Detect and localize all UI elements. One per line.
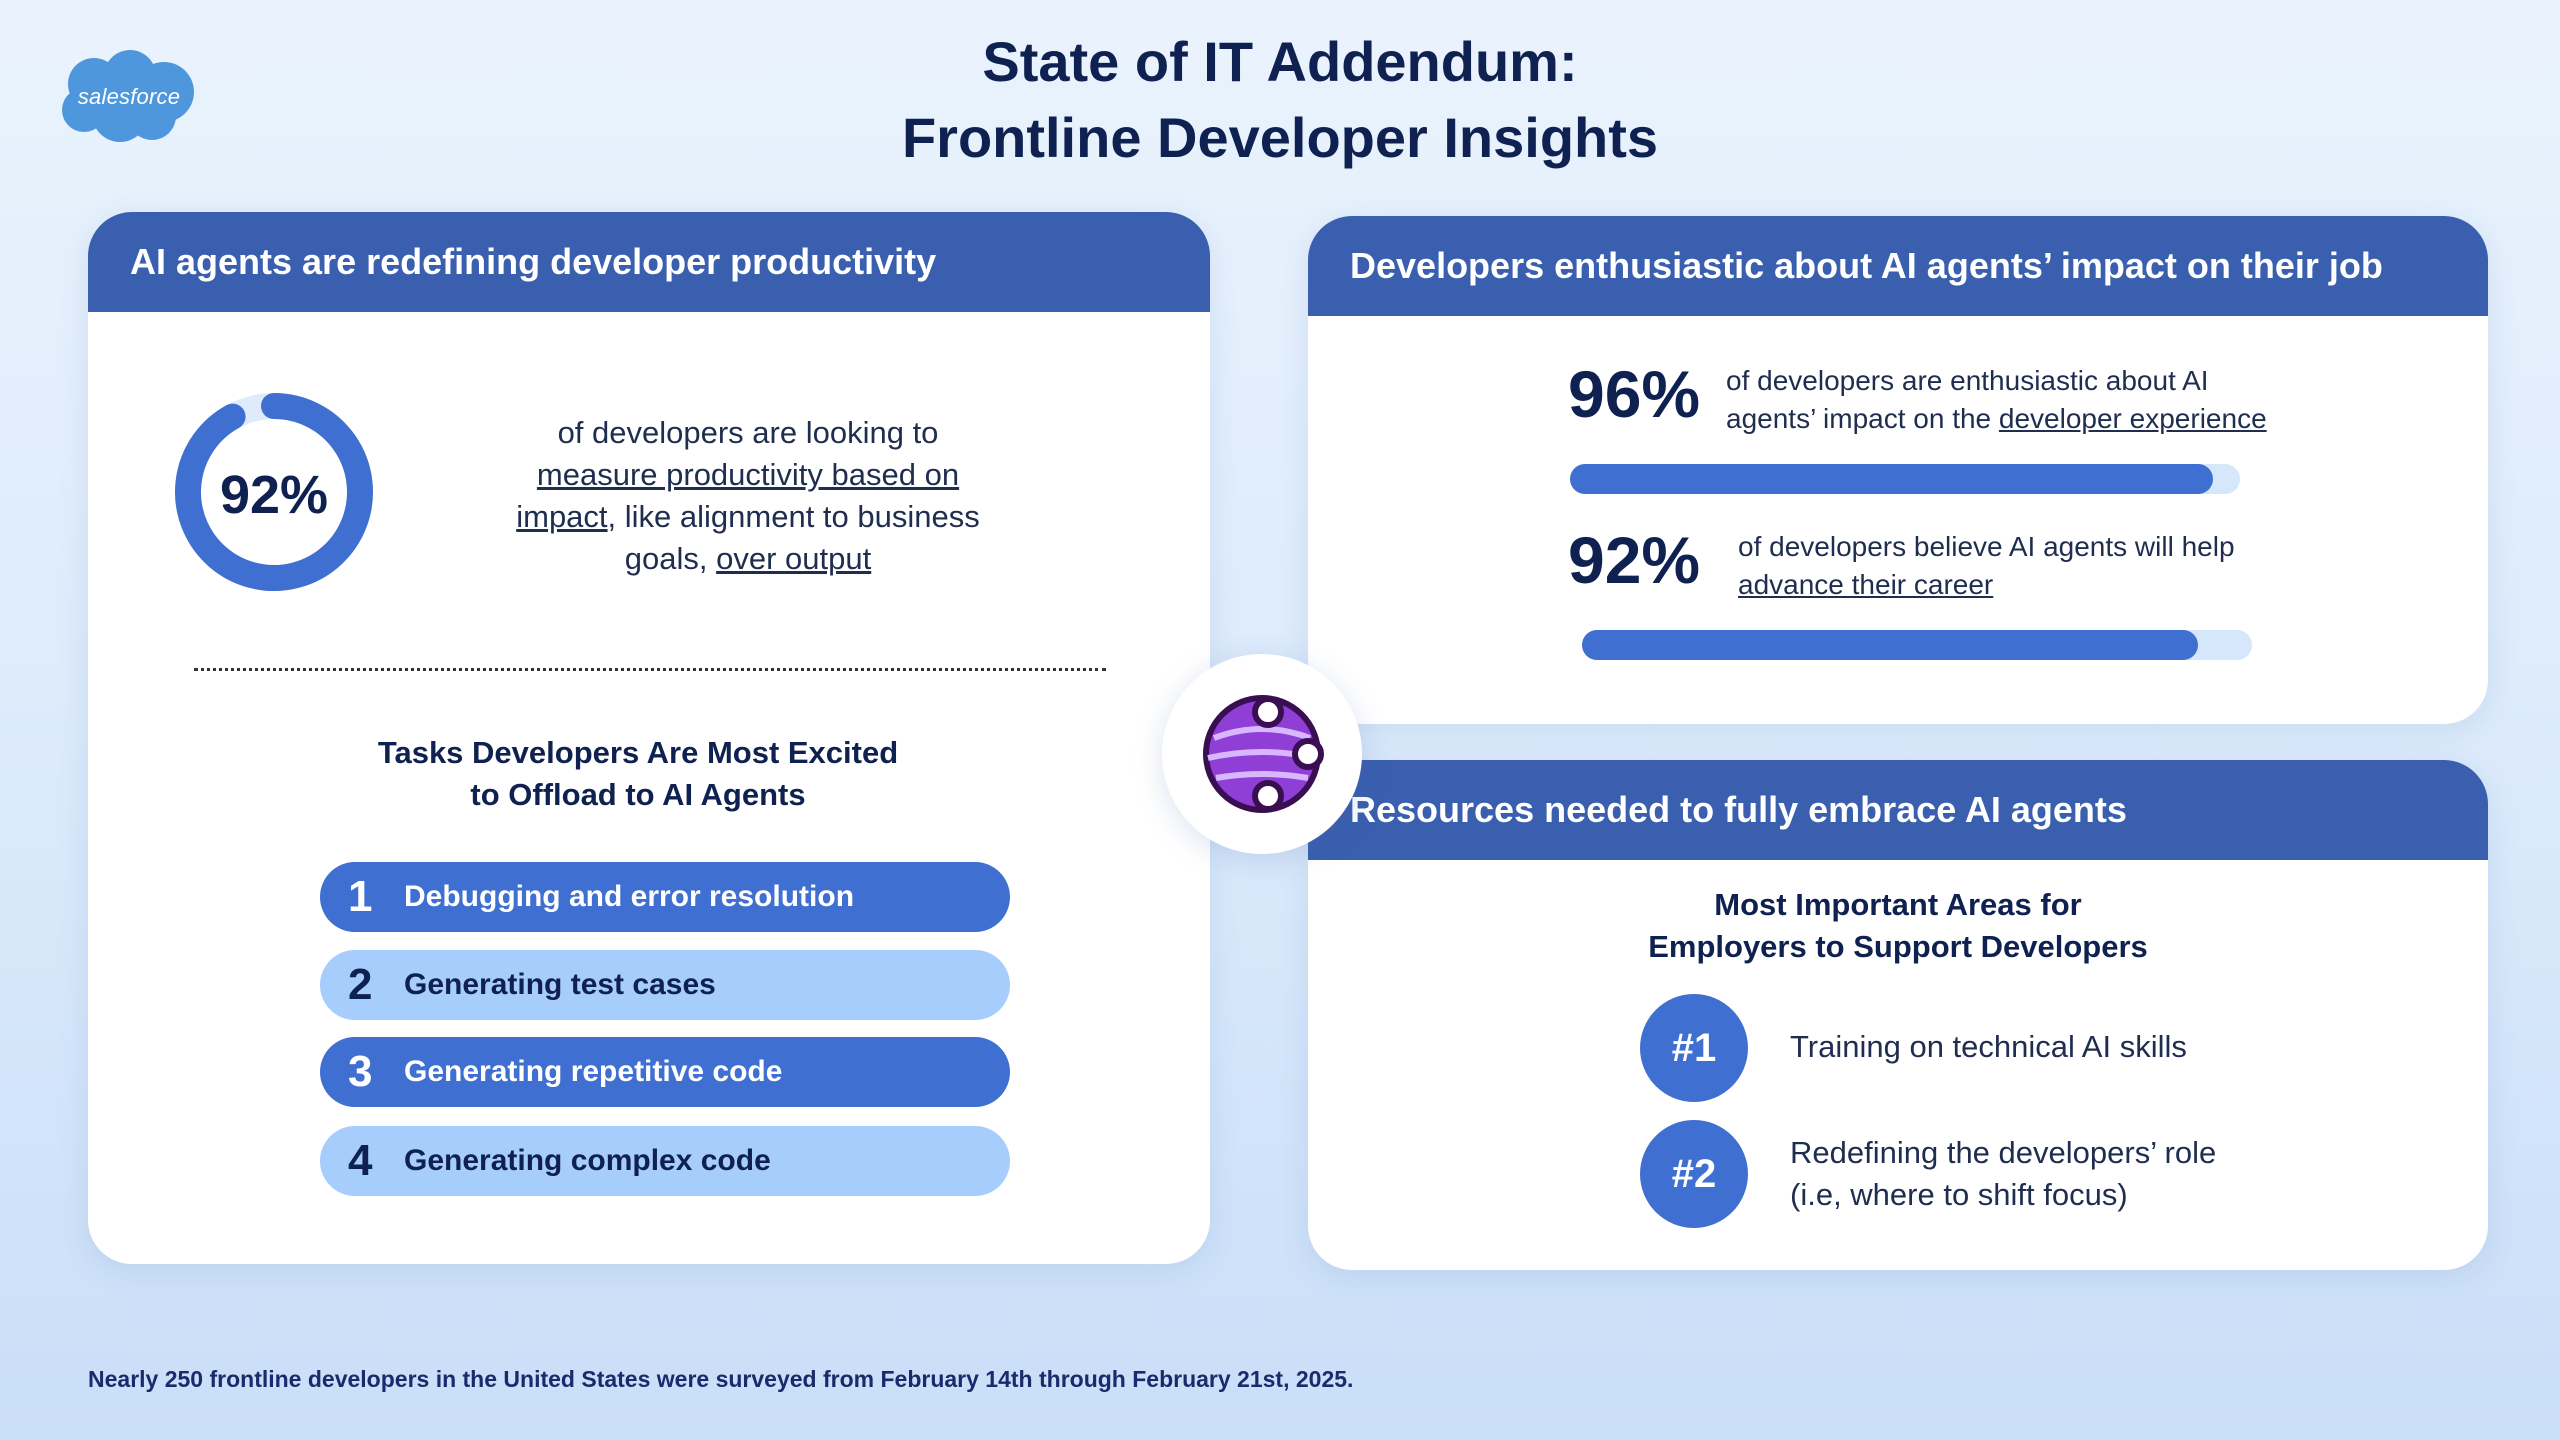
stat-2-line-1: of developers believe AI agents will hel… — [1738, 531, 2235, 562]
desc-line-3: impact, like alignment to business — [488, 496, 1008, 538]
salesforce-logo: salesforce — [60, 48, 198, 148]
stat-2-text: of developers believe AI agents will hel… — [1738, 528, 2235, 604]
stat-1-line-2-a: agents’ impact on the — [1726, 403, 1999, 434]
desc-line-3-underlined: impact — [516, 499, 608, 534]
ai-agent-icon — [1203, 695, 1324, 813]
rank-2-line-1: Redefining the developers’ role — [1790, 1135, 2217, 1170]
stat-2-bar — [1582, 630, 2252, 660]
task-number: 1 — [348, 872, 373, 921]
stat-2-percent: 92% — [1568, 523, 1701, 597]
task-item-2: 2 Generating test cases — [320, 950, 1010, 1020]
donut-arc — [175, 393, 373, 591]
desc-line-4: goals, over output — [488, 538, 1008, 580]
rank-2-badge: #2 — [1640, 1120, 1748, 1228]
task-item-1: 1 Debugging and error resolution — [320, 862, 1010, 932]
stat-1-bar — [1570, 464, 2240, 494]
enthusiasm-card: Developers enthusiastic about AI agents’… — [1308, 216, 2488, 724]
stat-2-bar-fill — [1582, 630, 2199, 660]
stat-2-line-2: advance their career — [1738, 566, 2235, 604]
rank-1-badge: #1 — [1640, 994, 1748, 1102]
desc-line-2: measure productivity based on — [536, 457, 960, 492]
stat-1-line-2: agents’ impact on the developer experien… — [1726, 400, 2267, 438]
desc-line-1: of developers are looking to — [557, 415, 939, 450]
rank-1-text: Training on technical AI skills — [1790, 1026, 2187, 1068]
tasks-title-line-2: to Offload to AI Agents — [470, 777, 806, 812]
areas-title-line-1: Most Important Areas for — [1714, 887, 2082, 922]
stat-1-bar-fill — [1570, 464, 2214, 494]
task-label: Generating repetitive code — [404, 1055, 783, 1088]
dotted-divider — [194, 668, 1106, 671]
task-number: 4 — [348, 1136, 373, 1185]
rank-1-line-1: Training on technical AI skills — [1790, 1029, 2187, 1064]
task-item-4: 4 Generating complex code — [320, 1126, 1010, 1196]
stat-2-line-2-underlined: advance their career — [1738, 569, 1994, 600]
logo-text: salesforce — [77, 84, 181, 109]
task-number: 3 — [348, 1047, 373, 1096]
tasks-title-line-1: Tasks Developers Are Most Excited — [377, 735, 899, 770]
stat-1-line-2-underlined: developer experience — [1998, 403, 2267, 434]
donut-value: 92% — [219, 465, 329, 525]
survey-footnote: Nearly 250 frontline developers in the U… — [88, 1366, 1354, 1392]
rank-2-text: Redefining the developers’ role (i.e, wh… — [1790, 1132, 2216, 1216]
stat-1-text: of developers are enthusiastic about AI … — [1726, 362, 2267, 438]
desc-line-4-underlined: over output — [716, 541, 872, 576]
task-label: Debugging and error resolution — [404, 880, 855, 913]
page-title-line-1: State of IT Addendum: — [982, 30, 1578, 93]
stat-1-percent: 96% — [1568, 357, 1701, 431]
ai-agent-badge — [1162, 654, 1362, 854]
areas-title: Most Important Areas for Employers to Su… — [1608, 884, 2188, 968]
productivity-card-header: AI agents are redefining developer produ… — [88, 212, 1210, 312]
donut-chart — [175, 393, 373, 591]
desc-line-3-rest: , like alignment to business — [607, 499, 980, 534]
productivity-card: AI agents are redefining developer produ… — [88, 212, 1210, 1264]
page-title-line-2: Frontline Developer Insights — [901, 106, 1659, 169]
resources-card-header: Resources needed to fully embrace AI age… — [1308, 760, 2488, 860]
rank-2-line-2: (i.e, where to shift focus) — [1790, 1177, 2128, 1212]
enthusiasm-card-header: Developers enthusiastic about AI agents’… — [1308, 216, 2488, 316]
resources-card: Resources needed to fully embrace AI age… — [1308, 760, 2488, 1270]
task-number: 2 — [348, 960, 373, 1009]
task-item-3: 3 Generating repetitive code — [320, 1037, 1010, 1107]
areas-title-line-2: Employers to Support Developers — [1648, 929, 2148, 964]
stat-1-line-1: of developers are enthusiastic about AI — [1726, 365, 2209, 396]
desc-line-4-a: goals, — [624, 541, 717, 576]
tasks-title: Tasks Developers Are Most Excited to Off… — [288, 732, 988, 816]
task-label: Generating test cases — [404, 968, 716, 1001]
task-label: Generating complex code — [404, 1144, 771, 1177]
donut-description: of developers are looking to measure pro… — [488, 412, 1008, 580]
